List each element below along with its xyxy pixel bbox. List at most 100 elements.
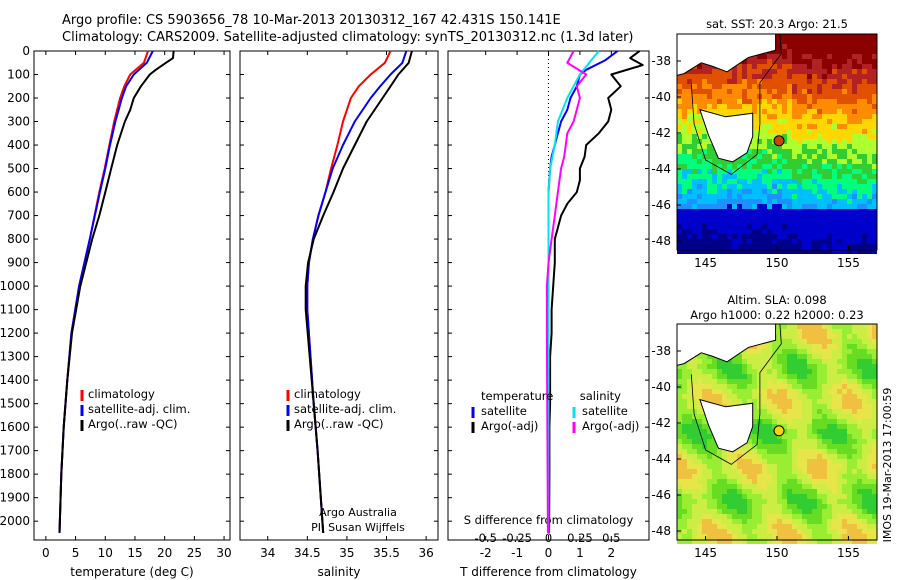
map-cell [862,429,867,434]
map-cell [772,339,777,344]
map-cell [697,89,702,94]
map-cell [797,324,802,329]
map-cell [747,229,752,234]
map-cell [787,359,792,364]
map-cell [747,504,752,509]
map-cell [827,249,832,254]
map-cell [852,414,857,419]
map-cell [797,114,802,119]
map-cell [692,179,697,184]
map-cell [852,249,857,254]
map-cell [802,64,807,69]
map-cell [677,464,682,469]
map-cell [817,394,822,399]
map-cell [802,519,807,524]
map-cell [872,509,877,514]
map-cell [747,384,752,389]
map-cell [737,79,742,84]
map-cell [757,494,762,499]
map-cell [692,134,697,139]
y-tick-label: 200 [7,91,30,105]
map-cell [797,524,802,529]
map-cell [787,119,792,124]
map-cell [797,74,802,79]
map-cell [732,454,737,459]
map-cell [847,439,852,444]
map-cell [692,199,697,204]
map-cell [867,529,872,534]
map-cell [757,444,762,449]
map-cell [757,184,762,189]
map-cell [712,79,717,84]
map-cell [827,339,832,344]
map-cell [742,94,747,99]
map-cell [862,179,867,184]
map-cell [722,494,727,499]
map-cell [827,69,832,74]
map-cell [852,399,857,404]
map-cell [697,484,702,489]
map-cell [832,499,837,504]
map-cell [857,129,862,134]
map-cell [792,474,797,479]
map-cell [737,94,742,99]
map-cell [767,509,772,514]
map-cell [847,154,852,159]
map-cell [732,499,737,504]
map-cell [852,454,857,459]
map-cell [737,224,742,229]
map-cell [807,194,812,199]
map-cell [712,369,717,374]
map-cell [832,239,837,244]
map-cell [752,94,757,99]
map-cell [862,234,867,239]
map-cell [857,439,862,444]
map-cell [832,494,837,499]
map-cell [822,519,827,524]
map-cell [862,519,867,524]
map-cell [722,374,727,379]
map-cell [852,164,857,169]
map-cell [682,239,687,244]
map-cell [677,179,682,184]
map-cell [752,469,757,474]
map-y-tick-label: -46 [651,198,671,212]
map-cell [812,39,817,44]
map-cell [812,409,817,414]
map-cell [747,74,752,79]
map-cell [817,534,822,539]
map-cell [862,79,867,84]
map-cell [767,389,772,394]
map-cell [742,449,747,454]
map-cell [837,184,842,189]
map-cell [842,129,847,134]
map-cell [787,459,792,464]
map-cell [737,249,742,254]
map-cell [807,404,812,409]
map-cell [837,59,842,64]
map-cell [792,379,797,384]
map-cell [867,324,872,329]
map-cell [727,524,732,529]
map-cell [847,34,852,39]
map-cell [722,69,727,74]
map-cell [842,124,847,129]
map-cell [682,149,687,154]
map-cell [732,99,737,104]
map-cell [717,474,722,479]
map-cell [732,474,737,479]
map-cell [772,149,777,154]
map-cell [737,479,742,484]
map-cell [767,459,772,464]
map-cell [737,399,742,404]
map-cell [842,234,847,239]
map-cell [732,239,737,244]
map-cell [837,489,842,494]
map-cell [677,219,682,224]
map-cell [817,224,822,229]
map-y-tick-label: -38 [651,344,671,358]
map-cell [697,214,702,219]
map-cell [847,514,852,519]
map-cell [817,209,822,214]
map-cell [847,164,852,169]
